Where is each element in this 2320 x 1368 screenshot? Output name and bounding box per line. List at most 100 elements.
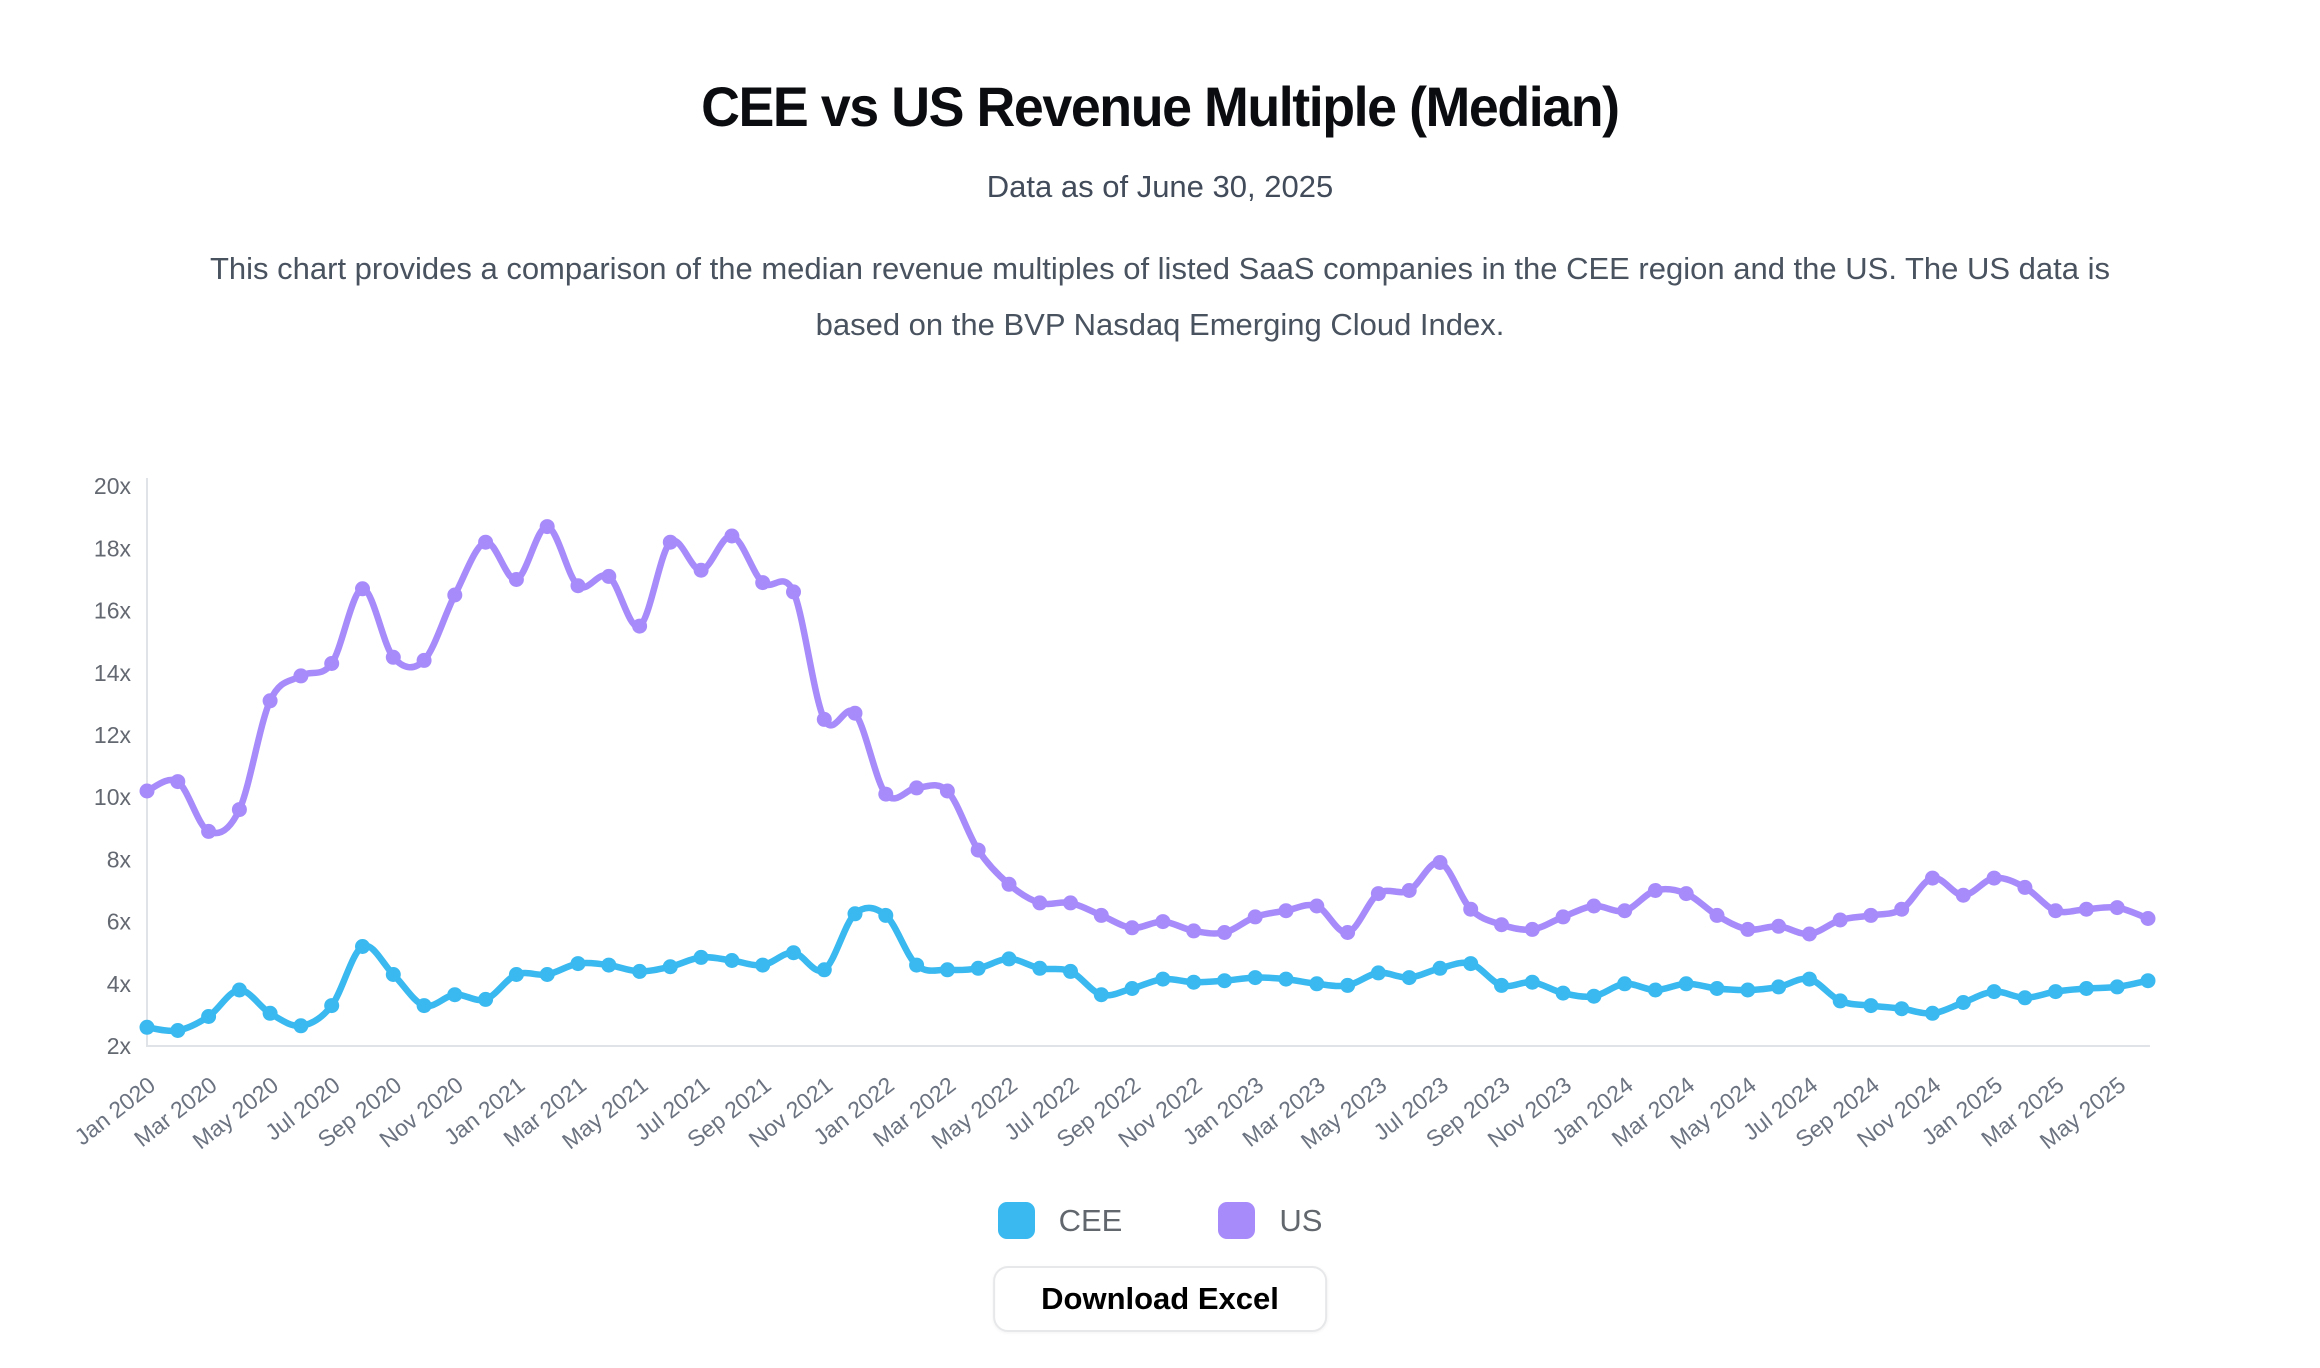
data-point-us[interactable] [2140, 911, 2156, 926]
data-point-us[interactable] [1740, 921, 1756, 937]
data-point-cee[interactable] [1370, 965, 1386, 981]
data-point-us[interactable] [1001, 876, 1017, 892]
data-point-us[interactable] [139, 783, 155, 799]
data-point-cee[interactable] [1155, 971, 1171, 987]
data-point-us[interactable] [2109, 900, 2125, 916]
data-point-cee[interactable] [693, 949, 709, 965]
data-point-us[interactable] [1309, 898, 1325, 914]
data-point-cee[interactable] [1494, 977, 1509, 993]
data-point-cee[interactable] [816, 962, 832, 978]
data-point-cee[interactable] [1340, 977, 1356, 993]
data-point-us[interactable] [816, 711, 832, 727]
data-point-us[interactable] [1217, 925, 1232, 940]
data-point-cee[interactable] [662, 959, 678, 975]
data-point-cee[interactable] [1801, 971, 1817, 987]
data-point-us[interactable] [1494, 917, 1509, 933]
data-point-cee[interactable] [1955, 995, 1971, 1010]
data-point-us[interactable] [508, 572, 524, 587]
data-point-cee[interactable] [1278, 971, 1294, 987]
data-point-us[interactable] [262, 693, 278, 709]
data-point-us[interactable] [2048, 903, 2064, 919]
data-point-us[interactable] [632, 618, 648, 634]
data-point-cee[interactable] [262, 1005, 278, 1021]
data-point-us[interactable] [478, 534, 494, 550]
data-point-cee[interactable] [1032, 960, 1048, 976]
data-point-cee[interactable] [1124, 981, 1140, 996]
data-point-cee[interactable] [1678, 976, 1694, 992]
data-point-cee[interactable] [939, 962, 955, 978]
data-point-cee[interactable] [878, 907, 894, 923]
data-point-us[interactable] [2017, 879, 2033, 895]
data-point-us[interactable] [1278, 903, 1294, 919]
data-point-us[interactable] [416, 652, 432, 668]
data-point-us[interactable] [539, 519, 555, 535]
data-point-us[interactable] [755, 575, 771, 591]
data-point-us[interactable] [324, 656, 340, 671]
data-point-cee[interactable] [170, 1023, 186, 1038]
data-point-us[interactable] [1186, 923, 1202, 939]
data-point-cee[interactable] [1432, 960, 1448, 976]
data-point-cee[interactable] [1401, 970, 1417, 986]
data-point-cee[interactable] [539, 967, 555, 982]
data-point-cee[interactable] [1709, 981, 1725, 996]
data-point-us[interactable] [601, 568, 617, 584]
data-point-cee[interactable] [1617, 976, 1633, 992]
data-point-us[interactable] [1894, 901, 1910, 917]
data-point-cee[interactable] [2048, 984, 2064, 1000]
data-point-us[interactable] [1586, 898, 1602, 914]
data-point-us[interactable] [1370, 886, 1386, 902]
data-point-cee[interactable] [1217, 973, 1232, 989]
data-point-cee[interactable] [2109, 979, 2125, 995]
data-point-us[interactable] [1709, 907, 1725, 923]
data-point-cee[interactable] [1247, 970, 1263, 986]
data-point-cee[interactable] [601, 957, 617, 973]
data-point-us[interactable] [1555, 909, 1571, 925]
data-point-cee[interactable] [1001, 951, 1017, 967]
data-point-cee[interactable] [724, 953, 740, 968]
data-point-cee[interactable] [1894, 1001, 1910, 1017]
data-point-us[interactable] [1524, 921, 1540, 937]
data-point-us[interactable] [693, 562, 709, 578]
data-point-cee[interactable] [324, 998, 340, 1014]
legend-item-us[interactable]: US [1218, 1202, 1322, 1239]
data-point-cee[interactable] [1063, 963, 1078, 979]
data-point-us[interactable] [231, 802, 247, 818]
data-point-us[interactable] [170, 774, 186, 790]
data-point-cee[interactable] [1309, 976, 1325, 992]
data-point-cee[interactable] [847, 906, 863, 922]
data-point-us[interactable] [939, 783, 955, 799]
data-point-us[interactable] [201, 823, 217, 839]
data-point-cee[interactable] [231, 982, 247, 998]
legend-item-cee[interactable]: CEE [997, 1202, 1122, 1239]
data-point-cee[interactable] [1186, 974, 1202, 990]
data-point-us[interactable] [1340, 925, 1356, 940]
data-point-cee[interactable] [909, 957, 925, 973]
data-point-us[interactable] [385, 649, 401, 665]
data-point-us[interactable] [847, 705, 863, 721]
data-point-us[interactable] [909, 780, 925, 796]
data-point-us[interactable] [1124, 920, 1140, 936]
data-point-cee[interactable] [1740, 982, 1756, 998]
data-point-cee[interactable] [201, 1009, 217, 1024]
data-point-cee[interactable] [1524, 974, 1540, 990]
data-point-cee[interactable] [416, 998, 432, 1014]
data-point-cee[interactable] [970, 960, 986, 976]
data-point-us[interactable] [1155, 914, 1171, 930]
data-point-us[interactable] [1401, 883, 1417, 898]
data-point-cee[interactable] [1555, 985, 1571, 1001]
data-point-us[interactable] [2078, 901, 2094, 917]
data-point-us[interactable] [1771, 918, 1787, 934]
data-point-us[interactable] [1955, 887, 1971, 903]
data-point-us[interactable] [355, 581, 370, 597]
data-point-cee[interactable] [1863, 998, 1879, 1014]
data-point-us[interactable] [1432, 855, 1448, 870]
data-point-us[interactable] [1678, 886, 1694, 902]
data-point-us[interactable] [1801, 926, 1817, 942]
data-point-us[interactable] [1832, 912, 1848, 928]
data-point-cee[interactable] [632, 963, 648, 979]
data-point-us[interactable] [293, 668, 309, 684]
data-point-cee[interactable] [2140, 973, 2156, 989]
data-point-cee[interactable] [1463, 956, 1479, 972]
data-point-us[interactable] [1986, 870, 2002, 886]
data-point-cee[interactable] [786, 945, 801, 961]
